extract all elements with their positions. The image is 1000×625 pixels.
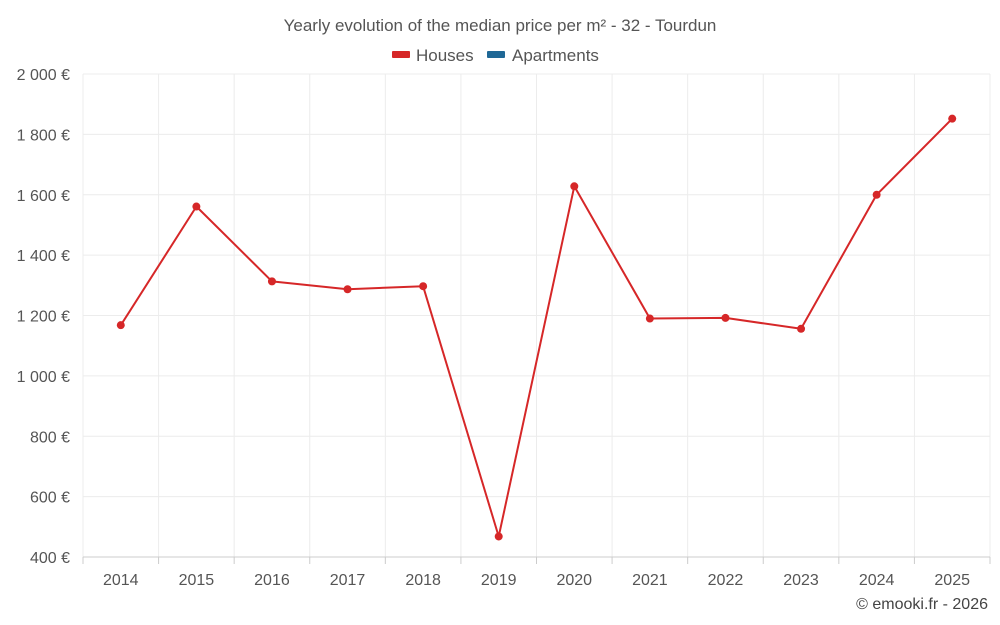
data-point-houses-2024[interactable] <box>872 190 881 199</box>
x-tick-label: 2024 <box>859 572 895 589</box>
y-tick-label: 600 € <box>30 490 70 507</box>
y-tick-label: 1 600 € <box>17 188 70 205</box>
x-tick-label: 2023 <box>783 572 819 589</box>
data-point-houses-2023[interactable] <box>797 324 806 333</box>
legend-swatch-apartments <box>487 51 505 58</box>
x-tick-label: 2019 <box>481 572 517 589</box>
series-line-houses <box>119 117 953 538</box>
x-axis-tick-labels: 2014 2015 2016 2017 2018 2019 2020 2021 2022 2023… <box>103 572 970 589</box>
x-tick-label: 2022 <box>708 572 744 589</box>
x-tick-label: 2021 <box>632 572 668 589</box>
legend-label-apartments: Apartments <box>512 46 599 65</box>
x-tick-label: 2020 <box>556 572 592 589</box>
x-tick-label: 2017 <box>330 572 366 589</box>
data-point-houses-2016[interactable] <box>267 277 276 286</box>
legend-item-houses[interactable]: Houses <box>392 46 474 65</box>
gridlines <box>82 73 991 557</box>
y-tick-label: 1 000 € <box>17 369 70 386</box>
x-tick-label: 2015 <box>179 572 215 589</box>
data-point-houses-2022[interactable] <box>721 313 730 322</box>
axes <box>82 556 991 564</box>
y-tick-label: 800 € <box>30 429 70 446</box>
x-tick-label: 2014 <box>103 572 139 589</box>
legend-item-apartments[interactable]: Apartments <box>487 46 599 65</box>
y-tick-label: 1 800 € <box>17 127 70 144</box>
series <box>116 114 957 541</box>
data-point-houses-2025[interactable] <box>948 114 957 123</box>
data-point-houses-2020[interactable] <box>570 182 579 191</box>
data-point-houses-2015[interactable] <box>192 202 201 211</box>
data-point-houses-2021[interactable] <box>645 314 654 323</box>
chart-title: Yearly evolution of the median price per… <box>284 16 717 35</box>
data-point-houses-2014[interactable] <box>116 321 125 330</box>
y-tick-label: 400 € <box>30 550 70 567</box>
x-tick-label: 2016 <box>254 572 290 589</box>
x-tick-label: 2025 <box>934 572 970 589</box>
data-point-houses-2018[interactable] <box>419 282 428 291</box>
y-tick-label: 1 200 € <box>17 309 70 326</box>
data-point-houses-2017[interactable] <box>343 285 352 294</box>
legend: Houses Apartments <box>392 46 599 65</box>
credit-text: © emooki.fr - 2026 <box>856 596 988 613</box>
x-tick-label: 2018 <box>405 572 441 589</box>
legend-label-houses: Houses <box>416 46 474 65</box>
y-tick-label: 1 400 € <box>17 248 70 265</box>
data-point-houses-2019[interactable] <box>494 532 503 541</box>
legend-swatch-houses <box>392 51 410 58</box>
y-axis-tick-labels: 400 € 600 € 800 € 1 000 € 1 200 € 1 400 € 1 60… <box>17 67 70 567</box>
y-tick-label: 2 000 € <box>17 67 70 84</box>
